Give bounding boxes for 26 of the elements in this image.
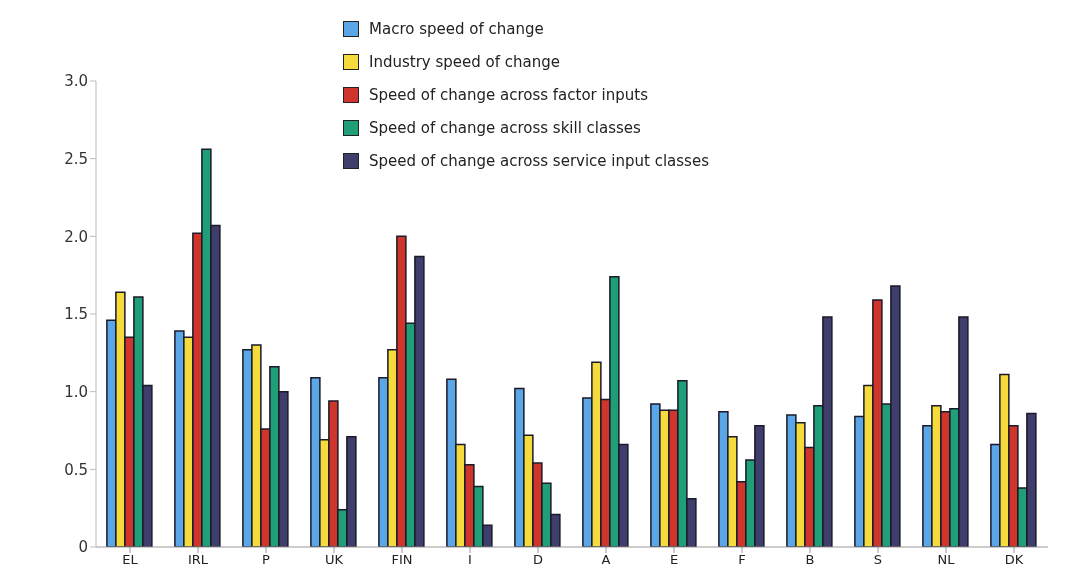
x-tick-label: EL: [122, 552, 139, 568]
x-tick-label: DK: [1004, 552, 1024, 568]
x-tick-label: D: [532, 552, 544, 568]
x-tick-label: F: [738, 552, 746, 568]
y-tick-label: 1.0: [64, 382, 88, 401]
x-tick-label: S: [873, 552, 883, 568]
y-tick-label: 2.5: [64, 149, 88, 168]
y-tick-label: 3.0: [64, 72, 88, 91]
x-tick-label: P: [262, 552, 271, 568]
x-tick-label: I: [468, 552, 472, 568]
legend-label: Industry speed of change: [369, 52, 560, 71]
legend-label: Macro speed of change: [369, 19, 544, 38]
x-tick-label: IRL: [187, 552, 209, 568]
y-tick-label: 0.5: [64, 460, 88, 479]
x-tick-label: A: [601, 552, 611, 568]
y-tick-label: 1.5: [64, 305, 88, 324]
legend-label: Speed of change across service input classes: [369, 151, 709, 170]
x-tick-label: FIN: [391, 552, 413, 568]
x-tick-label: E: [669, 552, 679, 568]
legend-label: Speed of change across factor inputs: [369, 85, 648, 104]
y-tick-label: 0: [78, 538, 88, 557]
x-tick-label: NL: [937, 552, 956, 568]
legend-label: Speed of change across skill classes: [369, 118, 641, 137]
x-tick-label: UK: [324, 552, 344, 568]
x-tick-label: B: [805, 552, 815, 568]
y-tick-label: 2.0: [64, 227, 88, 246]
